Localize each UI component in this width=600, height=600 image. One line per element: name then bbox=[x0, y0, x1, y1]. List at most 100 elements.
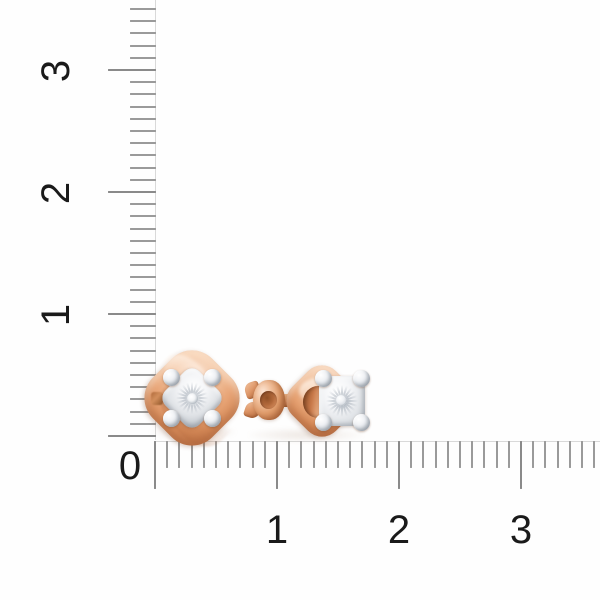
horizontal-minor-tick bbox=[483, 441, 486, 468]
vertical-minor-tick bbox=[130, 227, 156, 230]
vertical-major-tick bbox=[108, 191, 156, 193]
vertical-minor-tick bbox=[130, 117, 156, 120]
vertical-ruler-axis-line bbox=[155, 0, 156, 440]
vertical-minor-tick bbox=[130, 130, 156, 132]
horizontal-minor-tick bbox=[337, 441, 339, 468]
vertical-minor-tick bbox=[130, 386, 156, 389]
horizontal-minor-tick bbox=[471, 441, 474, 468]
earring-butterfly-clasp bbox=[242, 380, 285, 420]
horizontal-minor-tick bbox=[227, 441, 230, 468]
horizontal-minor-tick bbox=[434, 441, 437, 468]
horizontal-minor-tick bbox=[568, 441, 571, 468]
horizontal-minor-tick bbox=[361, 441, 364, 468]
horizontal-minor-tick bbox=[239, 441, 242, 468]
vertical-minor-tick bbox=[130, 215, 156, 218]
earring-side-diamond-sparkle bbox=[324, 383, 358, 417]
horizontal-axis-label-1: 1 bbox=[265, 508, 289, 552]
vertical-minor-tick bbox=[130, 56, 156, 59]
vertical-minor-tick bbox=[130, 276, 156, 279]
horizontal-minor-tick bbox=[300, 441, 303, 468]
vertical-axis-label-2: 2 bbox=[34, 181, 78, 205]
vertical-minor-tick bbox=[130, 252, 156, 254]
clasp-center-hole bbox=[260, 391, 277, 409]
vertical-axis-label-3: 3 bbox=[34, 59, 78, 83]
vertical-minor-tick bbox=[130, 300, 156, 303]
vertical-ruler bbox=[108, 0, 156, 440]
vertical-minor-tick bbox=[130, 325, 156, 328]
vertical-minor-tick bbox=[130, 142, 156, 145]
horizontal-ruler bbox=[154, 441, 600, 493]
horizontal-minor-tick bbox=[373, 441, 376, 468]
horizontal-minor-tick bbox=[581, 441, 583, 468]
vertical-minor-tick bbox=[130, 410, 156, 413]
earring-front-prong-bottom-left bbox=[163, 410, 180, 427]
horizontal-minor-tick bbox=[532, 441, 535, 468]
earring-side-head bbox=[278, 357, 370, 445]
vertical-minor-tick bbox=[130, 20, 156, 23]
horizontal-minor-tick bbox=[446, 441, 449, 468]
horizontal-minor-tick bbox=[544, 441, 547, 468]
vertical-minor-tick bbox=[130, 422, 156, 425]
vertical-minor-tick bbox=[130, 8, 156, 10]
horizontal-minor-tick bbox=[507, 441, 510, 468]
horizontal-minor-tick bbox=[410, 441, 413, 468]
horizontal-minor-tick bbox=[422, 441, 425, 468]
horizontal-minor-tick bbox=[166, 441, 169, 468]
earring-side-prong-bottom-left bbox=[315, 414, 332, 431]
vertical-minor-tick bbox=[130, 44, 156, 47]
horizontal-major-tick bbox=[520, 441, 522, 489]
horizontal-minor-tick bbox=[215, 441, 217, 468]
horizontal-minor-tick bbox=[202, 441, 205, 468]
earring-front-prong-bottom-right bbox=[204, 410, 221, 427]
horizontal-minor-tick bbox=[495, 441, 498, 468]
vertical-minor-tick bbox=[130, 239, 156, 242]
horizontal-major-tick bbox=[276, 441, 278, 489]
horizontal-minor-tick bbox=[178, 441, 181, 468]
vertical-minor-tick bbox=[130, 361, 156, 364]
horizontal-minor-tick bbox=[593, 441, 596, 468]
horizontal-axis-label-3: 3 bbox=[509, 508, 533, 552]
vertical-minor-tick bbox=[130, 288, 156, 291]
earring-side-prong-top-right bbox=[353, 370, 370, 387]
horizontal-minor-tick bbox=[251, 441, 254, 468]
horizontal-minor-tick bbox=[312, 441, 315, 468]
earring-front-prong-top-right bbox=[204, 369, 221, 386]
vertical-minor-tick bbox=[130, 264, 156, 267]
vertical-minor-tick bbox=[130, 81, 156, 84]
earring-side-prong-bottom-right bbox=[353, 414, 370, 431]
vertical-minor-tick bbox=[130, 374, 156, 376]
earring-front-diamond-stone bbox=[187, 393, 198, 404]
ruler-origin-label: 0 bbox=[118, 444, 142, 488]
earring-front-view[interactable] bbox=[132, 338, 252, 458]
earring-side-view[interactable] bbox=[242, 357, 370, 445]
earring-side-prong-top-left bbox=[315, 370, 332, 387]
earring-front-diamond-sparkle bbox=[174, 380, 210, 416]
horizontal-minor-tick bbox=[190, 441, 193, 468]
vertical-minor-tick bbox=[130, 349, 156, 352]
vertical-minor-tick bbox=[130, 166, 156, 169]
horizontal-major-tick bbox=[154, 441, 156, 489]
vertical-minor-tick bbox=[130, 203, 156, 206]
vertical-minor-tick bbox=[130, 32, 156, 35]
horizontal-ruler-axis-line bbox=[155, 441, 600, 442]
horizontal-axis-label-2: 2 bbox=[387, 508, 411, 552]
vertical-major-tick bbox=[108, 435, 156, 437]
horizontal-minor-tick bbox=[349, 441, 352, 468]
vertical-axis-label-1: 1 bbox=[34, 303, 78, 327]
horizontal-major-tick bbox=[398, 441, 400, 489]
horizontal-minor-tick bbox=[385, 441, 388, 468]
earring-front-gold-notch bbox=[151, 392, 163, 405]
horizontal-minor-tick bbox=[459, 441, 461, 468]
horizontal-minor-tick bbox=[288, 441, 291, 468]
vertical-minor-tick bbox=[130, 105, 156, 108]
horizontal-minor-tick bbox=[263, 441, 266, 468]
earring-front-prong-top-left bbox=[163, 369, 180, 386]
earring-side-diamond-stone bbox=[336, 395, 346, 405]
vertical-minor-tick bbox=[130, 93, 156, 96]
vertical-major-tick bbox=[108, 313, 156, 315]
horizontal-minor-tick bbox=[324, 441, 327, 468]
vertical-minor-tick bbox=[130, 178, 156, 181]
vertical-minor-tick bbox=[130, 154, 156, 157]
